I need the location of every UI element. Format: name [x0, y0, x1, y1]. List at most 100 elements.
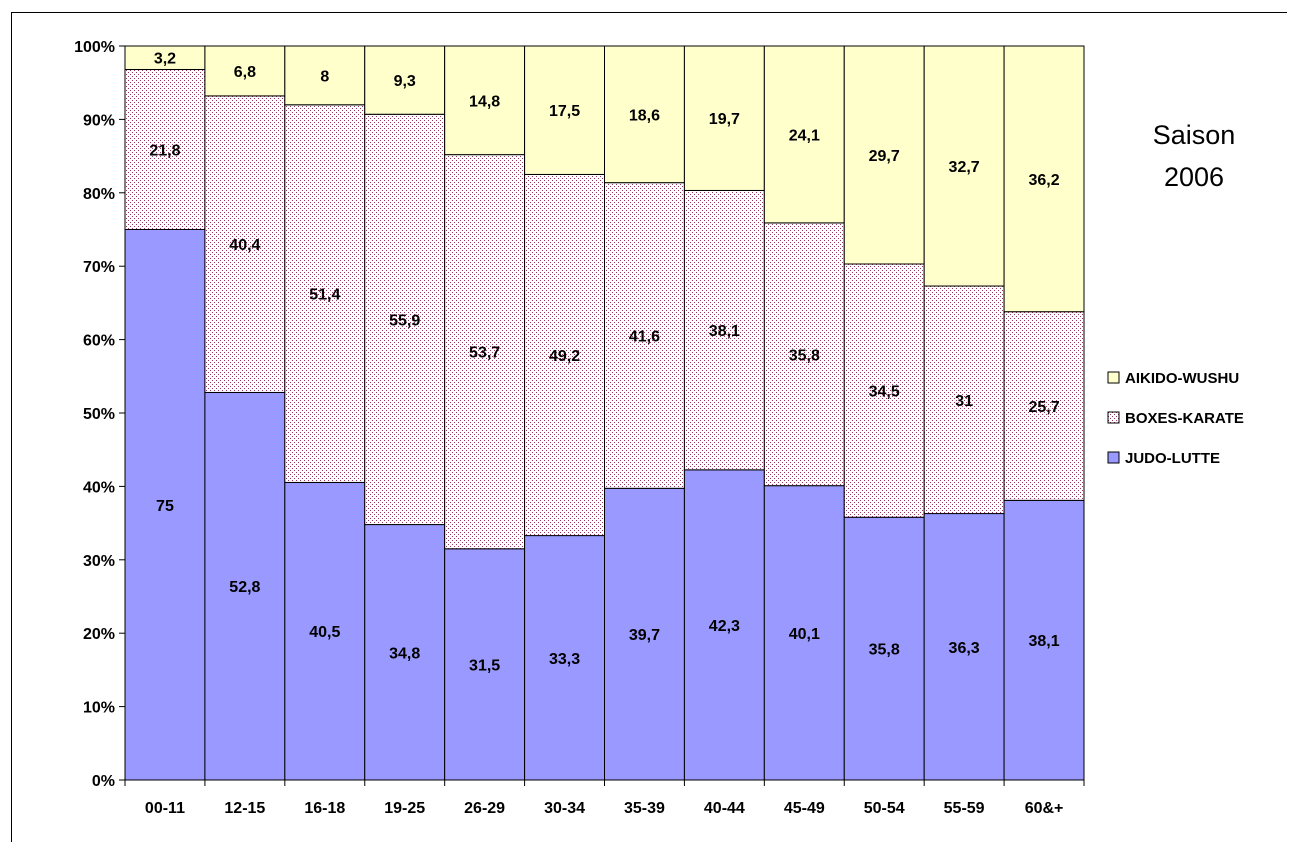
bar-segment-aikido-wushu-35-39 [604, 45, 685, 184]
data-label-judo-lutte-35-39: 39,7 [629, 627, 660, 644]
annotation-line-1: Saison [1153, 120, 1236, 150]
bar-segment-aikido-wushu-55-59 [923, 45, 1005, 287]
bar-segment-boxes-karate-50-54 [843, 263, 925, 518]
data-label-boxes-karate-60&+: 25,7 [1028, 399, 1059, 416]
bar-segment-aikido-wushu-30-34 [524, 45, 605, 175]
y-tick-label: 80% [83, 186, 115, 203]
data-label-boxes-karate-45-49: 35,8 [789, 347, 820, 364]
x-tick-label: 50-54 [864, 800, 905, 817]
data-label-judo-lutte-16-18: 40,5 [309, 624, 340, 641]
annotation-line-2: 2006 [1164, 162, 1224, 192]
bar-segment-judo-lutte-60&+ [1003, 499, 1085, 781]
x-tick-label: 45-49 [784, 800, 825, 817]
data-label-judo-lutte-30-34: 33,3 [549, 651, 580, 668]
x-tick-label: 16-18 [304, 800, 345, 817]
data-label-boxes-karate-40-44: 38,1 [709, 323, 740, 340]
x-tick-label: 12-15 [224, 800, 265, 817]
bar-segment-aikido-wushu-45-49 [763, 45, 845, 224]
x-tick-label: 55-59 [944, 800, 985, 817]
bar-segment-judo-lutte-40-44 [683, 469, 765, 781]
data-label-aikido-wushu-26-29: 14,8 [469, 93, 500, 110]
y-tick-label: 100% [74, 39, 115, 56]
legend-label-boxes-karate: BOXES-KARATE [1125, 410, 1244, 427]
bar-segment-judo-lutte-19-25 [364, 524, 446, 781]
data-label-boxes-karate-50-54: 34,5 [869, 384, 900, 401]
data-label-aikido-wushu-19-25: 9,3 [394, 73, 416, 90]
data-label-boxes-karate-19-25: 55,9 [389, 312, 420, 329]
data-labels-layer: 75 21,8 3,2 52,8 40,4 6,8 40,5 51,4 8 34,8 55,9 9,3… [149, 51, 1059, 675]
data-label-judo-lutte-50-54: 35,8 [869, 642, 900, 659]
y-tick-label: 90% [83, 112, 115, 129]
y-tick-label: 60% [83, 333, 115, 350]
legend-swatch-judo-lutte [1107, 451, 1120, 464]
bar-segment-judo-lutte-50-54 [843, 516, 925, 781]
data-label-judo-lutte-40-44: 42,3 [709, 618, 740, 635]
legend: AIKIDO-WUSHU BOXES-KARATE JUDO-LUTTE [1107, 370, 1244, 467]
data-label-aikido-wushu-50-54: 29,7 [869, 148, 900, 165]
data-label-judo-lutte-45-49: 40,1 [789, 626, 820, 643]
data-label-aikido-wushu-16-18: 8 [320, 68, 329, 85]
bar-segment-boxes-karate-16-18 [284, 104, 366, 483]
x-tick-label: 26-29 [464, 800, 505, 817]
data-label-boxes-karate-35-39: 41,6 [629, 328, 660, 345]
y-tick-label: 10% [83, 700, 115, 717]
chart-frame [11, 12, 1287, 842]
bar-segment-boxes-karate-30-34 [524, 173, 605, 537]
bar-segment-boxes-karate-35-39 [604, 182, 685, 489]
data-label-judo-lutte-00-11: 75 [156, 498, 174, 515]
bar-segment-boxes-karate-55-59 [923, 285, 1005, 515]
bar-segment-judo-lutte-00-11 [124, 229, 206, 781]
data-label-judo-lutte-12-15: 52,8 [229, 579, 260, 596]
data-label-boxes-karate-30-34: 49,2 [549, 348, 580, 365]
y-tick-label: 0% [92, 773, 115, 790]
x-tick-label: 19-25 [384, 800, 425, 817]
data-label-aikido-wushu-12-15: 6,8 [234, 64, 256, 81]
data-label-judo-lutte-60&+: 38,1 [1028, 633, 1059, 650]
x-tick-label: 40-44 [704, 800, 745, 817]
x-tick-label: 00-11 [145, 800, 185, 817]
bar-segment-aikido-wushu-26-29 [444, 45, 526, 156]
bar-segment-aikido-wushu-16-18 [284, 45, 366, 106]
y-tick-label: 70% [83, 259, 115, 276]
legend-label-aikido-wushu: AIKIDO-WUSHU [1125, 370, 1239, 387]
y-tick-label: 50% [83, 406, 115, 423]
bar-segment-judo-lutte-35-39 [604, 487, 685, 781]
data-label-aikido-wushu-55-59: 32,7 [949, 159, 980, 176]
data-label-aikido-wushu-00-11: 3,2 [154, 51, 176, 68]
bar-segment-boxes-karate-40-44 [683, 189, 765, 471]
legend-swatch-aikido-wushu [1107, 371, 1120, 384]
bar-segment-boxes-karate-00-11 [124, 68, 206, 230]
x-tick-label: 35-39 [624, 800, 665, 817]
bar-segment-boxes-karate-19-25 [364, 113, 446, 526]
y-axis: 0% 10% 20% 30% 40% 50% 60% 70% 80% 90% 100% [74, 39, 126, 790]
bar-segment-judo-lutte-55-59 [923, 513, 1005, 781]
data-label-aikido-wushu-30-34: 17,5 [549, 103, 580, 120]
data-label-boxes-karate-16-18: 51,4 [309, 287, 340, 304]
data-label-boxes-karate-00-11: 21,8 [149, 142, 180, 159]
x-tick-label: 60&+ [1025, 800, 1064, 817]
bar-segment-judo-lutte-12-15 [204, 391, 286, 781]
data-label-boxes-karate-55-59: 31 [955, 393, 973, 410]
data-label-judo-lutte-19-25: 34,8 [389, 645, 420, 662]
bar-segment-boxes-karate-12-15 [204, 95, 286, 393]
bar-segment-judo-lutte-26-29 [444, 548, 526, 781]
data-label-boxes-karate-12-15: 40,4 [229, 237, 260, 254]
legend-swatch-boxes-karate [1107, 411, 1120, 424]
data-label-judo-lutte-55-59: 36,3 [949, 640, 980, 657]
bar-segment-aikido-wushu-60&+ [1003, 45, 1085, 313]
data-label-aikido-wushu-60&+: 36,2 [1028, 172, 1059, 189]
y-tick-label: 30% [83, 553, 115, 570]
bars-layer [124, 45, 1085, 781]
bar-segment-boxes-karate-26-29 [444, 154, 526, 550]
data-label-aikido-wushu-45-49: 24,1 [789, 127, 820, 144]
bar-segment-aikido-wushu-40-44 [683, 45, 765, 191]
bar-segment-aikido-wushu-50-54 [843, 45, 925, 265]
legend-label-judo-lutte: JUDO-LUTTE [1125, 450, 1220, 467]
bar-segment-boxes-karate-45-49 [763, 222, 845, 487]
bar-segment-boxes-karate-60&+ [1003, 311, 1085, 501]
x-axis: 00-11 12-15 16-18 19-25 26-29 30-34 35-39 40-44… [124, 779, 1085, 817]
y-tick-label: 20% [83, 626, 115, 643]
data-label-boxes-karate-26-29: 53,7 [469, 345, 500, 362]
x-tick-label: 30-34 [544, 800, 585, 817]
